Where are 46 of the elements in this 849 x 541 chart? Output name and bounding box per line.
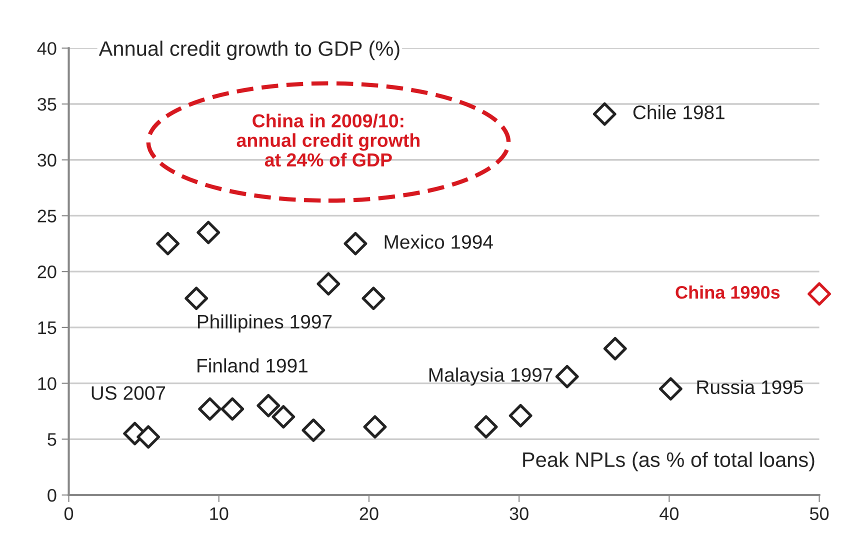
annotation: US 2007 xyxy=(92,386,166,400)
x-axis-title: Peak NPLs (as % of total loans) xyxy=(523,452,814,472)
point xyxy=(474,415,498,439)
point xyxy=(344,232,368,256)
point xyxy=(198,397,222,421)
annotation: Chile 1981 xyxy=(633,105,724,120)
point xyxy=(658,377,682,401)
point xyxy=(603,336,627,360)
y-tick-label: 35 xyxy=(38,98,56,111)
point xyxy=(302,418,326,442)
x-tick-label: 50 xyxy=(810,507,829,520)
annotation: Malaysia 1997 xyxy=(429,368,552,386)
y-tick-label: 20 xyxy=(38,266,56,278)
point xyxy=(808,282,831,306)
y-axis-title: Annual credit growth to GDP (%) xyxy=(98,40,400,60)
series-label: China 1990s xyxy=(676,286,780,299)
point xyxy=(220,397,244,421)
x-tick-label: 40 xyxy=(660,507,679,520)
point xyxy=(136,425,160,449)
annotation: Mexico 1994 xyxy=(384,234,493,249)
y-tick-label: 25 xyxy=(38,210,56,222)
point xyxy=(316,272,340,296)
y-tick-label: 10 xyxy=(38,377,56,390)
point xyxy=(555,364,579,388)
point xyxy=(156,232,180,256)
annotation: China in 2009/10: annual credit growth at 24% of GDP xyxy=(236,114,420,167)
annotation: Finland 1991 xyxy=(198,358,308,373)
y-tick-label: 15 xyxy=(38,322,56,334)
point xyxy=(256,394,280,418)
annotation: Phillipines 1997 xyxy=(198,314,332,332)
y-tick-label: 0 xyxy=(48,488,56,502)
y-tick-label: 30 xyxy=(38,154,56,167)
point xyxy=(592,102,616,126)
x-tick-label: 10 xyxy=(210,507,228,520)
x-tick-label: 30 xyxy=(510,507,528,520)
point xyxy=(184,286,208,310)
y-tick-label: 5 xyxy=(48,433,56,446)
point xyxy=(272,405,296,429)
x-tick-label: 20 xyxy=(360,507,378,520)
point xyxy=(508,404,532,428)
point xyxy=(196,220,220,244)
annotation: Russia 1995 xyxy=(697,380,803,394)
point xyxy=(363,415,387,439)
y-tick-label: 40 xyxy=(37,42,56,55)
x-tick-label: 0 xyxy=(64,507,74,520)
point xyxy=(362,286,386,310)
